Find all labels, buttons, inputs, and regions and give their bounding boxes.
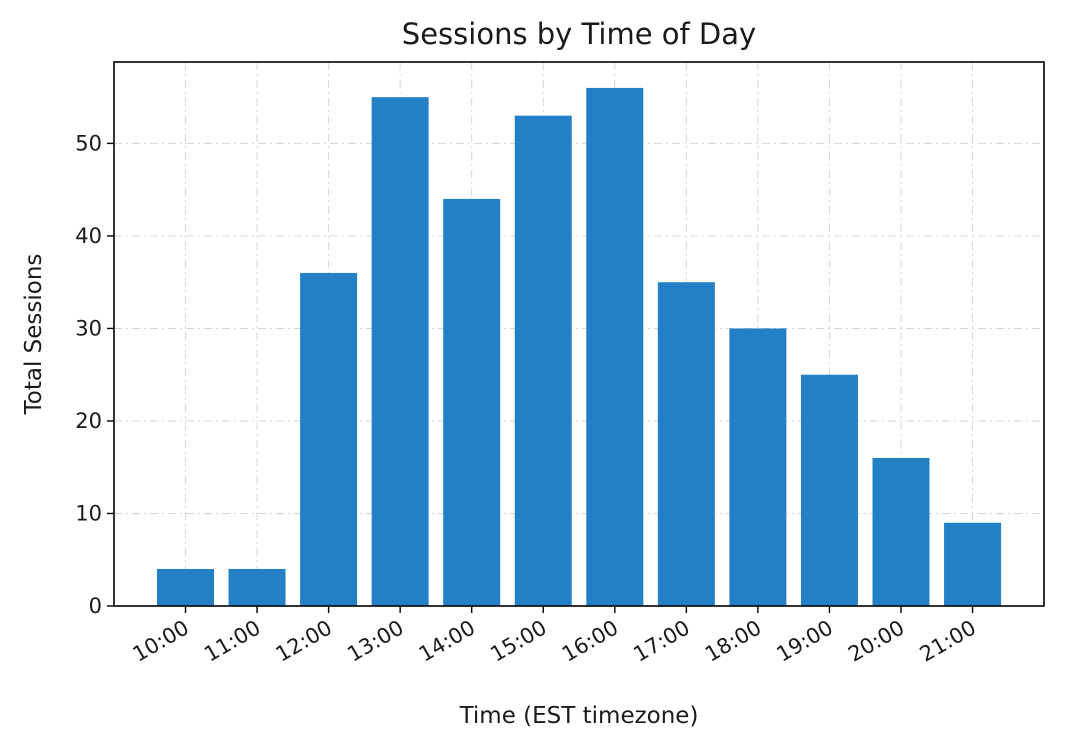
- x-tick-label: 19:00: [773, 616, 837, 667]
- x-tick-label: 11:00: [200, 616, 264, 667]
- bar: [657, 282, 715, 606]
- bar: [729, 328, 787, 606]
- bar: [872, 457, 930, 606]
- bar: [800, 374, 858, 606]
- bar: [157, 568, 214, 606]
- y-axis-label: Total Sessions: [21, 254, 47, 416]
- x-axis-label: Time (EST timezone): [459, 703, 699, 729]
- bars: [157, 87, 1002, 607]
- x-tick-label: 17:00: [629, 616, 693, 667]
- chart-title: Sessions by Time of Day: [402, 17, 756, 51]
- x-tick-label: 18:00: [701, 616, 765, 667]
- x-tick-label: 10:00: [129, 616, 193, 667]
- bar: [586, 87, 644, 606]
- x-axis-ticks: 10:00 11:00 12:00 13:00 14:00 15:00 16:00 17:00…: [129, 606, 980, 667]
- x-tick-label: 12:00: [272, 616, 336, 667]
- bar: [944, 522, 1002, 606]
- bar: [443, 198, 501, 606]
- y-tick-label: 0: [89, 594, 102, 618]
- bar: [228, 568, 286, 606]
- x-tick-label: 21:00: [916, 616, 980, 667]
- y-tick-label: 30: [75, 316, 102, 340]
- y-tick-label: 40: [75, 224, 102, 248]
- plot-frame: [113, 61, 1045, 607]
- x-tick-label: 14:00: [415, 616, 479, 667]
- x-tick-label: 16:00: [558, 616, 622, 667]
- y-tick-label: 50: [75, 131, 102, 155]
- bar: [300, 272, 358, 606]
- y-tick-label: 10: [75, 501, 102, 525]
- x-tick-label: 13:00: [343, 616, 407, 667]
- y-axis-ticks: 0 10 20 30 40 50: [75, 131, 114, 618]
- bar: [514, 115, 572, 607]
- y-tick-label: 20: [75, 409, 102, 433]
- x-tick-label: 15:00: [486, 616, 550, 667]
- bar: [371, 97, 429, 606]
- x-tick-label: 20:00: [844, 616, 908, 667]
